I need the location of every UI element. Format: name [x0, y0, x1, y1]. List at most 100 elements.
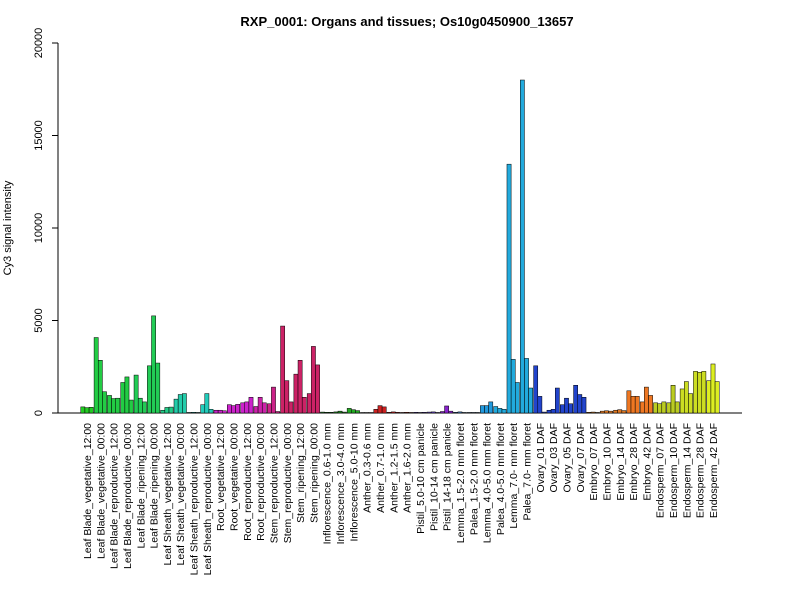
bar: [217, 409, 223, 414]
bar: [315, 364, 320, 414]
category-label: Anther_1.2-1.5 mm: [388, 423, 400, 513]
category-labels: Leaf Blade_vegetative_12:00 Leaf Blade_ve…: [82, 423, 720, 576]
bar: [457, 411, 463, 414]
category-label: Palea_1.5-2.0 mm floret: [468, 423, 480, 535]
bar: [621, 410, 627, 414]
category-label: Root_reproductive_00:00: [255, 423, 267, 541]
category-label: Leaf Blade_reproductive_12:00: [109, 423, 121, 569]
bar: [301, 397, 307, 414]
category-label: Leaf Sheath_vegetative_12:00: [162, 423, 174, 566]
category-label: Endosperm_10 DAF: [668, 423, 680, 518]
bar: [555, 387, 560, 414]
bar: [701, 371, 707, 414]
bar: [231, 405, 236, 414]
bar: [280, 325, 285, 414]
bar: [630, 396, 636, 414]
bar: [373, 409, 379, 414]
bar: [160, 409, 166, 414]
bar: [147, 365, 152, 414]
category-label: Stem_reproductive_12:00: [268, 423, 280, 543]
bar: [151, 315, 156, 414]
category-label: Lemma_7.0- mm floret: [508, 423, 520, 529]
category-label: Endosperm_07 DAF: [655, 423, 667, 518]
bar: [594, 412, 600, 414]
y-axis: 0 5000 10000 15000 20000: [33, 28, 59, 416]
category-label: Pistil_5.0-10 cm panicle: [415, 423, 427, 534]
bar: [133, 374, 139, 414]
bar: [222, 410, 227, 414]
category-label: Anther_1.6-2.0 mm: [402, 423, 414, 513]
category-label: Endosperm_14 DAF: [681, 423, 693, 518]
bar: [710, 363, 716, 414]
bar: [200, 404, 206, 414]
bar: [324, 412, 330, 414]
category-label: Stem_ripening_00:00: [308, 423, 320, 523]
category-label: Lemma_4.0-5.0 mm floret: [482, 423, 494, 543]
category-label: Embryo_14 DAF: [615, 423, 627, 501]
bar: [124, 376, 130, 414]
category-label: Stem_ripening_12:00: [295, 423, 307, 523]
bar: [377, 405, 383, 414]
bar: [128, 399, 134, 414]
y-axis-label: Cy3 signal intensity: [2, 180, 14, 275]
category-label: Root_vegetative_12:00: [215, 423, 227, 531]
category-label: Embryo_07 DAF: [588, 423, 600, 501]
bar: [244, 401, 250, 414]
bar: [714, 381, 720, 414]
bar: [107, 395, 112, 414]
y-tick-label: 5000: [33, 308, 45, 332]
category-label: Endosperm_28 DAF: [695, 423, 707, 518]
chart-title: RXP_0001: Organs and tissues; Os10g04509…: [240, 14, 573, 29]
bar: [679, 388, 685, 414]
bar: [240, 402, 245, 414]
bar: [275, 411, 280, 414]
category-label: Ovary_05 DAF: [561, 423, 573, 492]
category-label: Root_vegetative_00:00: [229, 423, 241, 531]
bar: [297, 360, 303, 414]
bar: [204, 393, 210, 414]
bar: [435, 412, 440, 414]
category-label: Lemma_1.5-2.0 mm floret: [455, 423, 467, 543]
bar: [586, 412, 592, 414]
bar: [341, 411, 347, 414]
y-tick-label: 10000: [33, 213, 45, 244]
bar: [626, 390, 632, 414]
bar: [213, 409, 219, 414]
bar: [360, 412, 365, 414]
bar: [599, 410, 605, 414]
bar: [155, 362, 161, 414]
y-tick-label: 20000: [33, 28, 45, 59]
bar: [351, 409, 356, 414]
bar: [88, 407, 94, 414]
category-label: Root_reproductive_12:00: [242, 423, 254, 541]
bar: [417, 412, 423, 414]
bar: [510, 359, 516, 414]
bar: [386, 412, 392, 414]
bar: [408, 412, 414, 414]
category-label: Pistil_14-18 cm panicle: [442, 423, 454, 531]
bar: [604, 410, 609, 414]
bar: [493, 406, 499, 414]
category-label: Anther_0.7-1.0 mm: [375, 423, 387, 513]
bar: [550, 409, 556, 414]
bar: [97, 360, 103, 414]
category-label: Inflorescence_0.6-1.0 mm: [322, 423, 334, 545]
bar: [674, 401, 680, 414]
category-label: Leaf Blade_vegetative_00:00: [95, 423, 107, 559]
category-label: Anther_0.3-0.6 mm: [362, 423, 374, 513]
category-label: Embryo_42 DAF: [641, 423, 653, 501]
bar: [528, 387, 534, 414]
bar: [688, 393, 693, 414]
bar: [666, 402, 672, 414]
bar: [137, 397, 143, 414]
category-label: Leaf Sheath_vegetative_00:00: [175, 423, 187, 566]
bar: [466, 412, 472, 414]
bar: [261, 402, 267, 414]
bar: [381, 406, 387, 414]
bar: [266, 403, 272, 414]
bar: [648, 395, 653, 414]
category-label: Embryo_10 DAF: [601, 423, 613, 501]
bar: [84, 407, 90, 414]
category-label: Leaf Blade_reproductive_00:00: [122, 423, 134, 569]
bar: [368, 412, 374, 414]
